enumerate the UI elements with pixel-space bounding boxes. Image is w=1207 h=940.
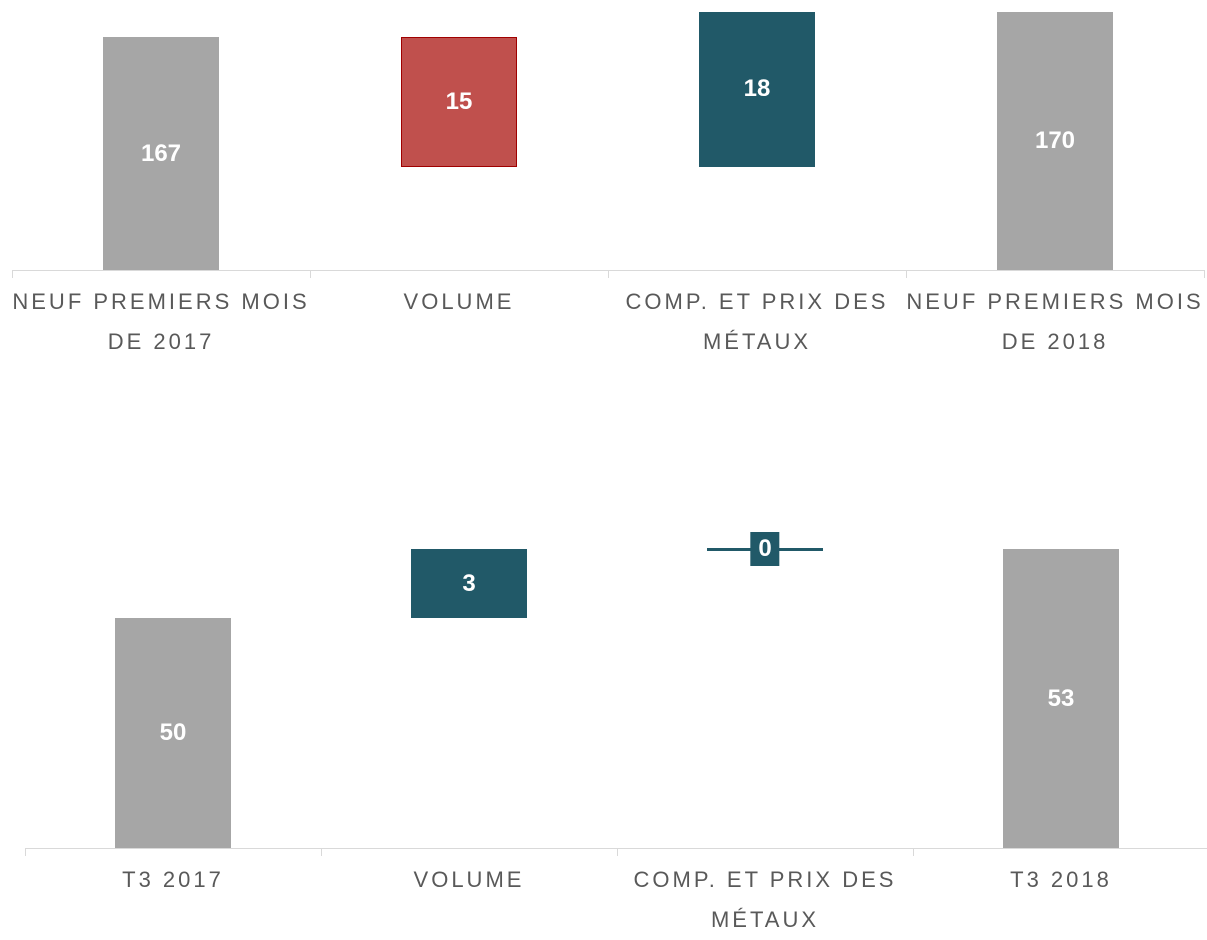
x-tick-label: VOLUME	[403, 289, 515, 314]
x-tick-label: T3 2017	[122, 867, 224, 892]
x-tick	[321, 848, 322, 856]
value-label: 170	[1034, 126, 1076, 154]
value-label: 18	[743, 75, 771, 103]
x-tick-label: T3 2018	[1010, 867, 1112, 892]
x-tick	[608, 270, 609, 278]
bar	[401, 37, 517, 167]
x-tick	[12, 270, 13, 278]
value-label: 167	[140, 139, 182, 167]
bar	[411, 549, 527, 618]
x-tick	[913, 848, 914, 856]
x-tick-label: VOLUME	[413, 867, 525, 892]
x-tick	[310, 270, 311, 278]
value-label: 3	[462, 569, 476, 597]
bar	[103, 37, 219, 270]
x-tick-label: NEUF PREMIERS MOIS DE 2018	[906, 289, 1204, 354]
x-tick	[617, 848, 618, 856]
value-label: 15	[445, 88, 473, 116]
value-label: 50	[159, 719, 187, 746]
x-tick	[1204, 270, 1205, 278]
value-label: 0	[750, 532, 780, 566]
x-tick	[906, 270, 907, 278]
x-tick	[25, 848, 26, 856]
x-tick-label: COMP. ET PRIX DES MÉTAUX	[625, 289, 889, 354]
x-axis	[25, 848, 1207, 849]
value-label: 53	[1047, 684, 1075, 712]
x-tick-label: COMP. ET PRIX DES MÉTAUX	[633, 867, 897, 932]
bar	[997, 11, 1113, 270]
bar	[699, 11, 815, 167]
bar	[1003, 549, 1119, 848]
x-tick-label: NEUF PREMIERS MOIS DE 2017	[12, 289, 310, 354]
bar	[115, 618, 231, 848]
